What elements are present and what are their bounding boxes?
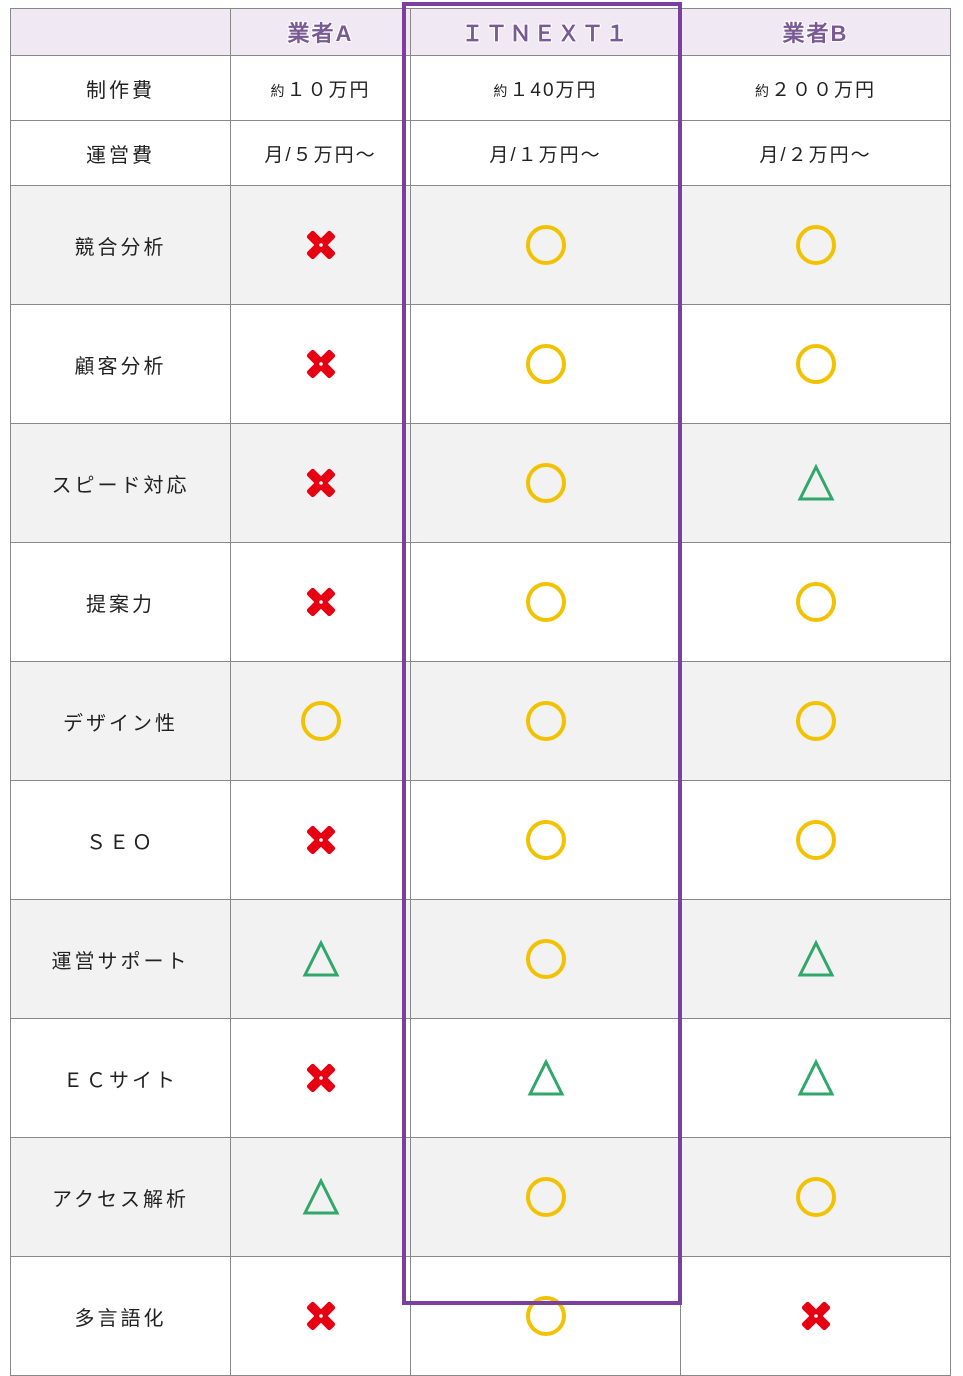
circle-icon bbox=[681, 186, 951, 305]
row-label: ＥＣサイト bbox=[11, 1019, 231, 1138]
circle-icon bbox=[231, 662, 411, 781]
cross-icon bbox=[231, 305, 411, 424]
table-feature-row: スピード対応 bbox=[11, 424, 951, 543]
cross-icon bbox=[231, 781, 411, 900]
circle-icon bbox=[411, 781, 681, 900]
row-label: 運営サポート bbox=[11, 900, 231, 1019]
triangle-icon bbox=[681, 900, 951, 1019]
table-feature-row: 競合分析 bbox=[11, 186, 951, 305]
text-cell: 約１40万円 bbox=[411, 56, 681, 121]
text-cell: 月/２万円～ bbox=[681, 121, 951, 186]
circle-icon bbox=[411, 1138, 681, 1257]
text-cell: 約２００万円 bbox=[681, 56, 951, 121]
circle-icon bbox=[681, 662, 951, 781]
triangle-icon bbox=[681, 1019, 951, 1138]
row-label: 制作費 bbox=[11, 56, 231, 121]
circle-icon bbox=[411, 662, 681, 781]
cross-icon bbox=[681, 1257, 951, 1376]
triangle-icon bbox=[231, 900, 411, 1019]
header-blank bbox=[11, 9, 231, 56]
circle-icon bbox=[411, 543, 681, 662]
table-text-row: 運営費月/５万円～月/１万円～月/２万円～ bbox=[11, 121, 951, 186]
triangle-icon bbox=[681, 424, 951, 543]
row-label: 競合分析 bbox=[11, 186, 231, 305]
header-row: 業者A ＩＴＮＥＸＴ１ 業者B bbox=[11, 9, 951, 56]
row-label: ＳＥＯ bbox=[11, 781, 231, 900]
cross-icon bbox=[231, 1019, 411, 1138]
row-label: スピード対応 bbox=[11, 424, 231, 543]
circle-icon bbox=[681, 305, 951, 424]
circle-icon bbox=[411, 305, 681, 424]
cross-icon bbox=[231, 543, 411, 662]
circle-icon bbox=[411, 900, 681, 1019]
row-label: 多言語化 bbox=[11, 1257, 231, 1376]
table-feature-row: ＳＥＯ bbox=[11, 781, 951, 900]
cross-icon bbox=[231, 1257, 411, 1376]
comparison-table: 業者A ＩＴＮＥＸＴ１ 業者B 制作費約１０万円約１40万円約２００万円運営費月… bbox=[10, 8, 951, 1376]
cross-icon bbox=[231, 424, 411, 543]
row-label: 顧客分析 bbox=[11, 305, 231, 424]
row-label: アクセス解析 bbox=[11, 1138, 231, 1257]
triangle-icon bbox=[231, 1138, 411, 1257]
row-label: デザイン性 bbox=[11, 662, 231, 781]
table-feature-row: アクセス解析 bbox=[11, 1138, 951, 1257]
circle-icon bbox=[681, 781, 951, 900]
text-cell: 月/１万円～ bbox=[411, 121, 681, 186]
header-itnext1: ＩＴＮＥＸＴ１ bbox=[411, 9, 681, 56]
table-text-row: 制作費約１０万円約１40万円約２００万円 bbox=[11, 56, 951, 121]
header-vendor-a: 業者A bbox=[231, 9, 411, 56]
cross-icon bbox=[231, 186, 411, 305]
triangle-icon bbox=[411, 1019, 681, 1138]
circle-icon bbox=[681, 1138, 951, 1257]
table-feature-row: 顧客分析 bbox=[11, 305, 951, 424]
table-feature-row: ＥＣサイト bbox=[11, 1019, 951, 1138]
text-cell: 約１０万円 bbox=[231, 56, 411, 121]
circle-icon bbox=[411, 1257, 681, 1376]
table-feature-row: デザイン性 bbox=[11, 662, 951, 781]
table-feature-row: 多言語化 bbox=[11, 1257, 951, 1376]
header-vendor-b: 業者B bbox=[681, 9, 951, 56]
table-feature-row: 提案力 bbox=[11, 543, 951, 662]
circle-icon bbox=[411, 424, 681, 543]
row-label: 運営費 bbox=[11, 121, 231, 186]
circle-icon bbox=[681, 543, 951, 662]
row-label: 提案力 bbox=[11, 543, 231, 662]
circle-icon bbox=[411, 186, 681, 305]
text-cell: 月/５万円～ bbox=[231, 121, 411, 186]
comparison-table-container: 業者A ＩＴＮＥＸＴ１ 業者B 制作費約１０万円約１40万円約２００万円運営費月… bbox=[0, 0, 963, 1319]
table-feature-row: 運営サポート bbox=[11, 900, 951, 1019]
